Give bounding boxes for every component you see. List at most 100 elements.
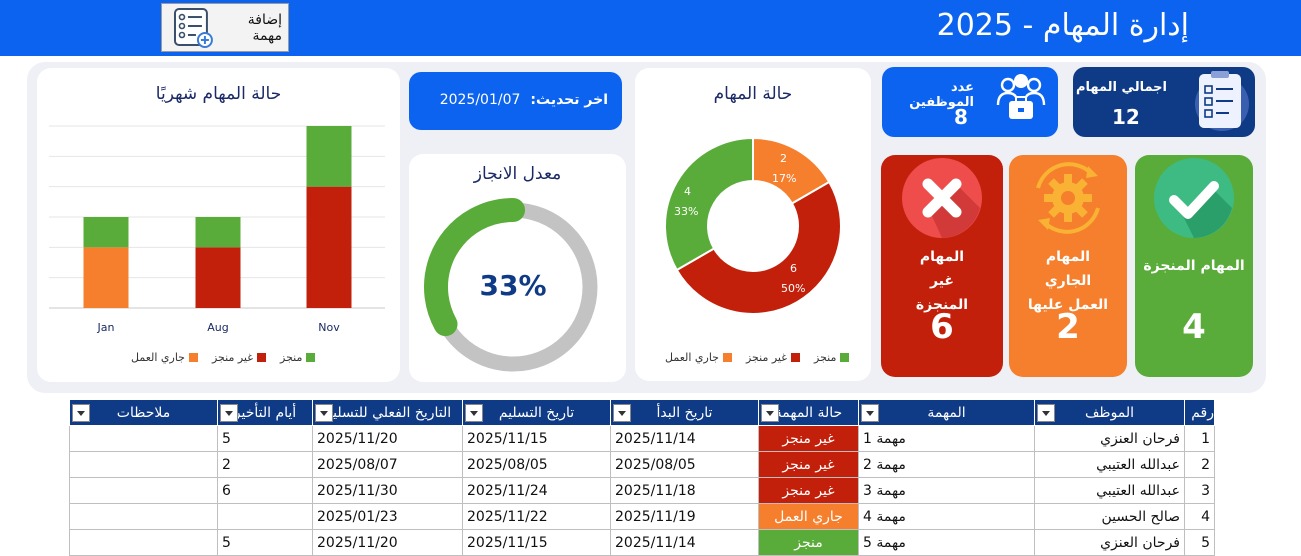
table-cell[interactable]: 2025/11/15 <box>462 425 611 452</box>
table-cell[interactable]: فرحان العنزي <box>1034 425 1185 452</box>
table-cell[interactable]: 2025/08/07 <box>312 451 463 478</box>
filter-dropdown-icon[interactable] <box>613 404 631 422</box>
table-row[interactable]: 2 عبدالله العتيبي مهمة 2 غير منجز 2025/08/05… <box>69 451 1215 478</box>
table-cell[interactable]: جاري العمل <box>758 503 859 530</box>
table-cell[interactable] <box>69 477 218 504</box>
table-cell[interactable]: مهمة 4 <box>858 503 1035 530</box>
page-title: إدارة المهام - 2025 <box>936 8 1189 43</box>
table-header-cell[interactable]: تاريخ التسليم <box>462 399 611 426</box>
table-cell[interactable]: مهمة 1 <box>858 425 1035 452</box>
table-row[interactable]: 3 عبدالله العتيبي مهمة 3 غير منجز 2025/11/18… <box>69 477 1215 504</box>
gear-icon <box>1036 162 1100 234</box>
x-tick-label: Jan <box>97 321 115 334</box>
table-cell[interactable]: غير منجز <box>758 425 859 452</box>
table-cell[interactable] <box>69 503 218 530</box>
done-tasks-label: المهام المنجزة <box>1143 258 1245 274</box>
total-tasks-label: اجمالي المهام <box>1075 80 1167 95</box>
filter-dropdown-icon[interactable] <box>465 404 483 422</box>
table-cell[interactable]: 2025/11/24 <box>462 477 611 504</box>
table-header-cell[interactable]: التاريخ الفعلي للتسليم <box>312 399 463 426</box>
table-cell[interactable] <box>69 451 218 478</box>
table-cell[interactable]: 2025/11/18 <box>610 477 759 504</box>
table-header-cell[interactable]: الموظف <box>1034 399 1185 426</box>
table-cell[interactable]: عبدالله العتيبي <box>1034 451 1185 478</box>
table-cell[interactable]: 3 <box>1184 477 1215 504</box>
table-cell[interactable]: 2025/11/20 <box>312 425 463 452</box>
legend-not-done: غير منجز <box>211 351 254 364</box>
table-cell[interactable]: مهمة 2 <box>858 451 1035 478</box>
completion-donut <box>424 198 602 376</box>
table-cell[interactable]: 2 <box>1184 451 1215 478</box>
table-header-label: أيام التأخير <box>233 404 297 421</box>
table-header-cell[interactable]: حالة المهمة <box>758 399 859 426</box>
pie-slice <box>664 136 754 272</box>
completion-rate-card: معدل الانجاز 33% <box>409 154 626 382</box>
monthly-chart-title: حالة المهام شهريًا <box>155 84 282 104</box>
in-progress-tasks-label: المهام الجاري العمل عليها <box>1027 249 1109 313</box>
x-tick-label: Aug <box>207 321 228 334</box>
done-tasks-card: المهام المنجزة 4 <box>1135 155 1253 377</box>
legend-done: منجز <box>280 351 303 364</box>
table-cell[interactable]: 2025/08/05 <box>462 451 611 478</box>
x-tick-label: Nov <box>318 321 340 334</box>
table-header-cell[interactable]: ملاحظات <box>69 399 218 426</box>
table-header-cell[interactable]: أيام التأخير <box>217 399 313 426</box>
table-header-row: رقم الموظف المهمة حالة المهمة تاريخ البدأ تار… <box>69 399 1215 426</box>
table-header-label: الموظف <box>1084 404 1135 421</box>
monthly-chart-card: حالة المهام شهريًا Jan Aug Nov منجز غير من… <box>37 68 400 382</box>
pie-label-done-count: 4 <box>684 185 691 198</box>
table-cell[interactable]: 6 <box>217 477 313 504</box>
table-header-cell[interactable]: تاريخ البدأ <box>610 399 759 426</box>
task-list-icon <box>173 7 213 48</box>
table-cell[interactable]: صالح الحسين <box>1034 503 1185 530</box>
table-row[interactable]: 1 فرحان العنزي مهمة 1 غير منجز 2025/11/14 202… <box>69 425 1215 452</box>
table-cell[interactable]: عبدالله العتيبي <box>1034 477 1185 504</box>
table-cell[interactable] <box>217 503 313 530</box>
filter-dropdown-icon[interactable] <box>761 404 779 422</box>
table-header-label: ملاحظات <box>116 404 171 421</box>
pie-label-not-done-pct: 50% <box>781 282 806 295</box>
table-header-cell[interactable]: المهمة <box>858 399 1035 426</box>
last-update-card: اخر تحديث: 2025/01/07 <box>409 72 622 130</box>
table-cell[interactable]: 2025/11/22 <box>462 503 611 530</box>
x-icon <box>902 158 982 238</box>
table-cell[interactable]: 4 <box>1184 503 1215 530</box>
done-tasks-value: 4 <box>1182 307 1206 347</box>
table-cell[interactable]: 2025/11/19 <box>610 503 759 530</box>
table-cell[interactable]: مهمة 3 <box>858 477 1035 504</box>
filter-dropdown-icon[interactable] <box>1037 404 1055 422</box>
add-task-button[interactable]: إضافة مهمة <box>161 3 289 52</box>
table-header-cell[interactable]: رقم <box>1184 399 1215 426</box>
checklist-icon <box>1195 71 1249 131</box>
filter-dropdown-icon[interactable] <box>861 404 879 422</box>
monthly-bar-chart: Jan Aug Nov <box>49 125 385 334</box>
table-body: 1 فرحان العنزي مهمة 1 غير منجز 2025/11/14 202… <box>69 425 1215 556</box>
filter-dropdown-icon[interactable] <box>72 404 90 422</box>
table-header-label: تاريخ البدأ <box>656 404 713 421</box>
in-progress-tasks-value: 2 <box>1056 307 1080 347</box>
filter-dropdown-icon[interactable] <box>220 404 238 422</box>
table-row[interactable]: 4 صالح الحسين مهمة 4 جاري العمل 2025/11/19 20… <box>69 503 1215 530</box>
pie-legend-not-done: غير منجز <box>745 351 788 364</box>
total-tasks-card: اجمالي المهام 12 <box>1073 67 1255 137</box>
table-cell[interactable]: 2 <box>217 451 313 478</box>
table-cell[interactable]: غير منجز <box>758 451 859 478</box>
employees-value: 8 <box>954 105 968 129</box>
bar-segment <box>306 126 352 187</box>
table-cell[interactable]: 2025/11/14 <box>610 425 759 452</box>
employees-label: عدد الموظفين <box>909 80 974 110</box>
table-cell[interactable]: 2025/08/05 <box>610 451 759 478</box>
monthly-chart-legend: منجز غير منجز جاري العمل <box>131 351 316 364</box>
table-cell[interactable] <box>69 425 218 452</box>
bar-segment <box>195 217 241 248</box>
bar-segment <box>306 186 352 308</box>
table-cell[interactable]: 2025/01/23 <box>312 503 463 530</box>
table-cell[interactable]: 2025/11/30 <box>312 477 463 504</box>
employees-card: عدد الموظفين 8 <box>882 67 1058 137</box>
table-cell[interactable]: غير منجز <box>758 477 859 504</box>
add-task-label: إضافة مهمة <box>247 11 282 44</box>
table-cell[interactable]: 1 <box>1184 425 1215 452</box>
pie-legend-in-progress: جاري العمل <box>665 351 719 364</box>
filter-dropdown-icon[interactable] <box>315 404 333 422</box>
table-cell[interactable]: 5 <box>217 425 313 452</box>
